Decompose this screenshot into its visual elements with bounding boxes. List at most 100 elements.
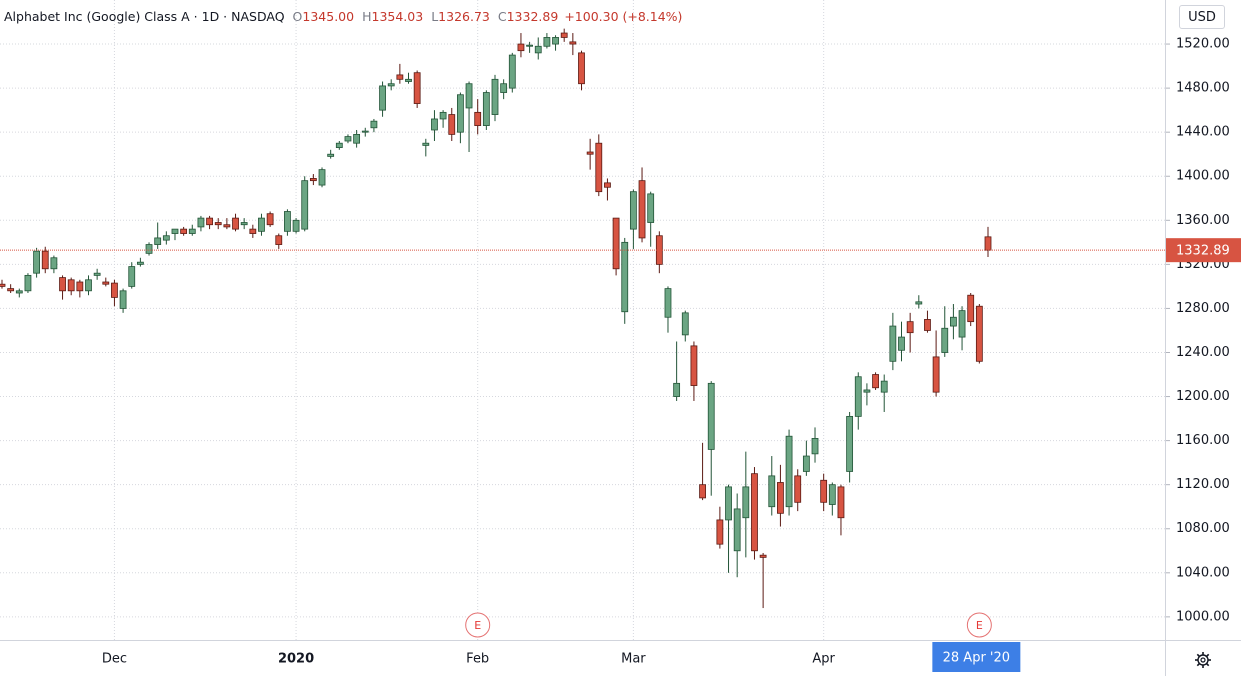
candle-body	[7, 288, 15, 292]
candle-body	[578, 52, 585, 85]
candle	[604, 178, 611, 201]
candle	[534, 37, 542, 60]
candle-body	[785, 435, 793, 508]
candle	[33, 247, 40, 278]
candle	[975, 304, 983, 364]
candle	[24, 273, 32, 294]
candle-body	[595, 142, 603, 193]
candle-body	[482, 92, 490, 126]
candle-body	[759, 554, 767, 558]
candle-body	[725, 486, 732, 521]
x-tick-label: Feb	[466, 652, 489, 667]
legend: Alphabet Inc (Google) Class A · 1D · NAS…	[4, 9, 682, 24]
candle-body	[448, 114, 456, 135]
candle-body	[223, 224, 231, 228]
candle	[396, 63, 404, 84]
candle-body	[59, 277, 66, 292]
candle	[560, 28, 568, 42]
candle-body	[924, 319, 931, 331]
candle	[197, 215, 205, 232]
candle	[301, 176, 309, 232]
candle	[387, 79, 395, 91]
candle	[932, 330, 940, 397]
candle-body	[508, 54, 516, 89]
candle-body	[950, 316, 957, 327]
candle-body	[906, 321, 914, 334]
candle	[284, 209, 291, 236]
candle	[950, 304, 957, 340]
candle-body	[93, 272, 101, 276]
candle	[802, 440, 810, 476]
candle	[249, 224, 257, 238]
settings-icon[interactable]	[1195, 652, 1211, 668]
candle	[906, 312, 914, 353]
candle-body	[327, 153, 335, 157]
event-marker	[966, 612, 992, 638]
candle-body	[102, 281, 110, 285]
candle	[214, 218, 222, 230]
candle	[240, 218, 248, 230]
candle	[111, 279, 118, 307]
candle	[413, 70, 421, 108]
candle-body	[258, 217, 265, 232]
candle	[353, 129, 361, 148]
candle-body	[664, 288, 672, 318]
candle-body	[136, 261, 144, 265]
candle	[154, 222, 162, 249]
candle	[690, 341, 698, 401]
candle-body	[500, 83, 508, 93]
candle-body	[889, 325, 897, 362]
candle	[474, 99, 482, 135]
candle	[292, 218, 300, 234]
candle-body	[396, 74, 404, 80]
candle	[85, 275, 92, 296]
candle-body	[180, 228, 188, 234]
candle-body	[491, 78, 499, 115]
candle-body	[318, 169, 326, 186]
candle-body	[673, 382, 681, 397]
change: +100.30 (+8.14%)	[564, 9, 683, 24]
candle	[699, 442, 706, 501]
candle	[188, 224, 196, 236]
candles	[0, 28, 992, 609]
candle-body	[742, 486, 750, 519]
candle-body	[439, 111, 447, 120]
candle	[431, 110, 438, 141]
candle	[206, 215, 213, 230]
candle	[811, 427, 819, 463]
candle-body	[699, 484, 706, 499]
candle	[59, 275, 66, 300]
candle	[759, 552, 767, 609]
candle	[266, 211, 274, 227]
candle-body	[85, 279, 92, 292]
candle-body	[846, 415, 854, 472]
candle	[543, 33, 551, 49]
candle-body	[733, 508, 741, 552]
candle	[526, 41, 533, 53]
candle-body	[474, 111, 482, 126]
candle-body	[552, 37, 559, 45]
candle	[880, 374, 888, 412]
candle-body	[145, 244, 153, 254]
candle-body	[0, 283, 6, 287]
candle-body	[751, 473, 758, 552]
y-tick-label: 1240.00	[1176, 345, 1230, 360]
currency-button[interactable]: USD	[1179, 5, 1225, 29]
candle	[145, 242, 153, 256]
candle-body	[188, 228, 196, 234]
grid	[0, 0, 1165, 640]
candle-body	[768, 475, 776, 508]
candle-body	[854, 376, 862, 417]
ohlc-value: 1332.89	[506, 9, 559, 24]
candle-body	[15, 290, 23, 294]
candle-body	[249, 228, 257, 234]
candle-body	[837, 486, 845, 519]
candle-body	[309, 178, 317, 182]
candle	[837, 484, 845, 536]
candle-body	[802, 455, 810, 472]
candle-body	[405, 78, 412, 82]
candle	[863, 383, 871, 406]
y-tick-label: 1520.00	[1176, 37, 1230, 52]
y-tick-label: 1000.00	[1176, 609, 1230, 624]
candle-body	[335, 142, 343, 149]
